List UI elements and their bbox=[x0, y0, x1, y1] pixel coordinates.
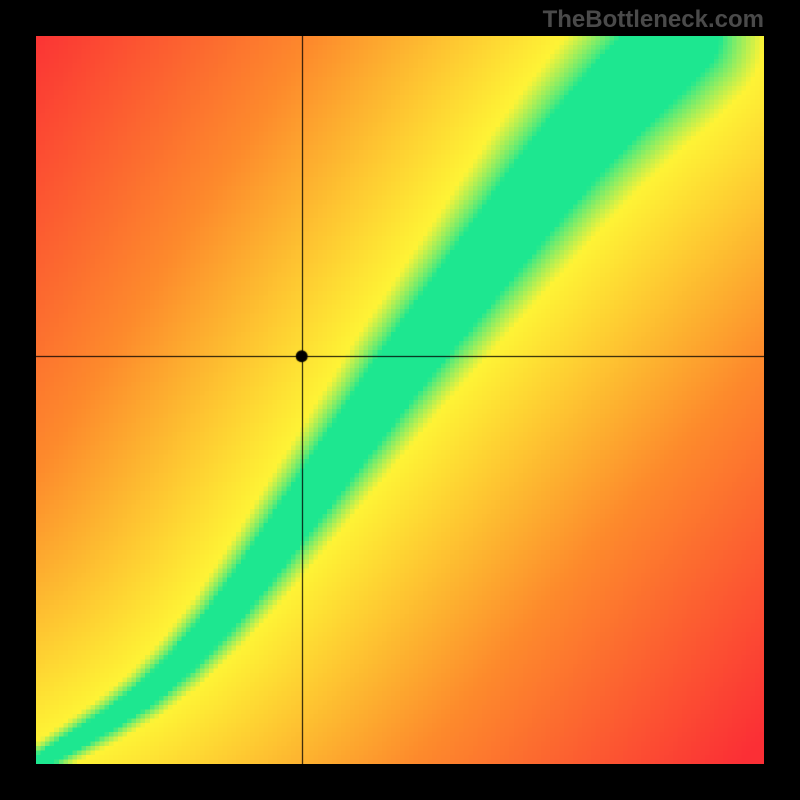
watermark-text: TheBottleneck.com bbox=[543, 6, 764, 34]
chart-container: TheBottleneck.com bbox=[0, 0, 800, 800]
crosshair-overlay bbox=[36, 36, 764, 764]
